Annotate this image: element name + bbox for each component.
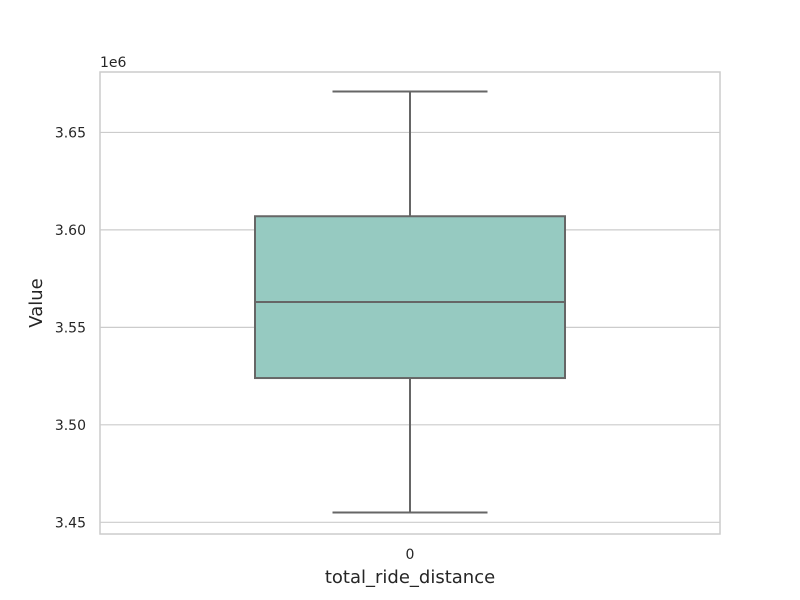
box-plot-marks xyxy=(254,90,566,514)
y-tick-label: 3.65 xyxy=(55,125,86,141)
y-tick-label: 3.45 xyxy=(55,515,86,531)
y-tick-label: 3.50 xyxy=(55,418,86,434)
y-axis-label: Value xyxy=(26,278,47,327)
y-tick-label: 3.55 xyxy=(55,320,86,336)
y-axis-offset-label: 1e6 xyxy=(100,55,127,71)
y-tick-labels: 3.45 3.50 3.55 3.60 3.65 xyxy=(55,125,86,531)
plot-frame xyxy=(99,71,721,535)
x-tick-label: 0 xyxy=(406,547,415,563)
y-tick-label: 3.60 xyxy=(55,223,86,239)
x-tick-labels: 0 xyxy=(406,547,415,563)
x-axis-label: total_ride_distance xyxy=(325,567,495,588)
interquartile-box xyxy=(254,215,566,380)
